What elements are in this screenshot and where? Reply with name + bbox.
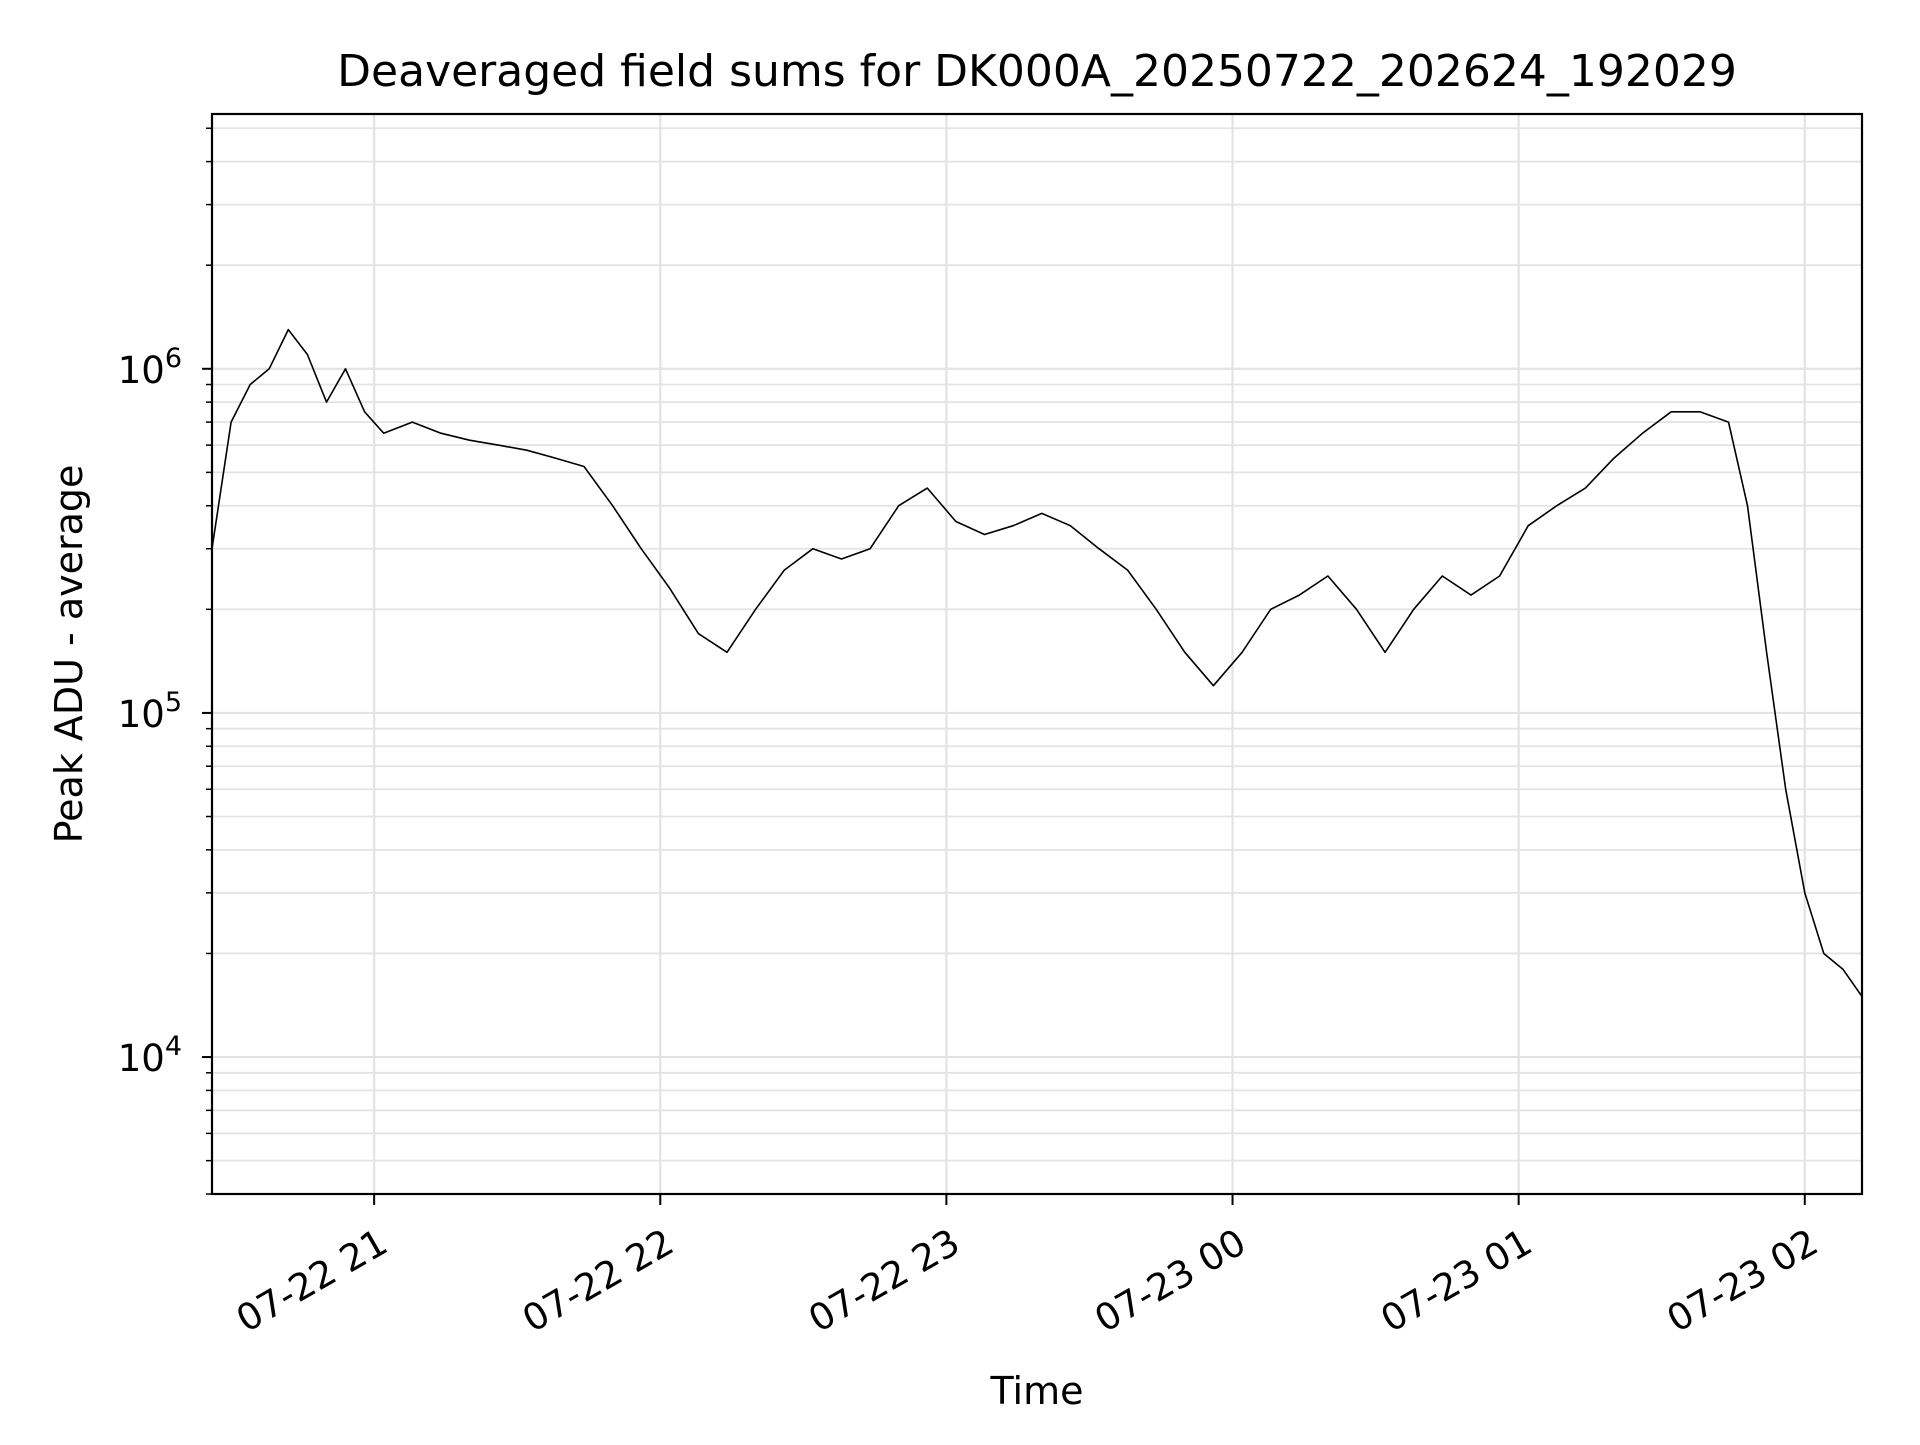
- y-tick-base: 10: [118, 349, 165, 392]
- y-tick-base: 10: [118, 693, 165, 736]
- series-line: [212, 328, 1862, 997]
- y-tick-label: 105: [118, 687, 182, 736]
- chart-title: Deaveraged field sums for DK000A_2025072…: [337, 46, 1737, 97]
- plot-area: [212, 328, 1862, 997]
- grid: [212, 114, 1862, 1195]
- y-tick-label: 106: [118, 343, 182, 392]
- y-tick-base: 10: [118, 1037, 165, 1080]
- y-tick-label: 104: [118, 1031, 182, 1080]
- x-axis-label: Time: [990, 1369, 1084, 1413]
- y-tick-exponent: 4: [165, 1031, 182, 1062]
- plot-frame: [210, 112, 1864, 1196]
- series-layer: [212, 328, 1862, 997]
- y-tick-exponent: 5: [165, 687, 182, 718]
- y-axis-label: Peak ADU - average: [47, 465, 91, 844]
- y-tick-exponent: 6: [165, 343, 182, 374]
